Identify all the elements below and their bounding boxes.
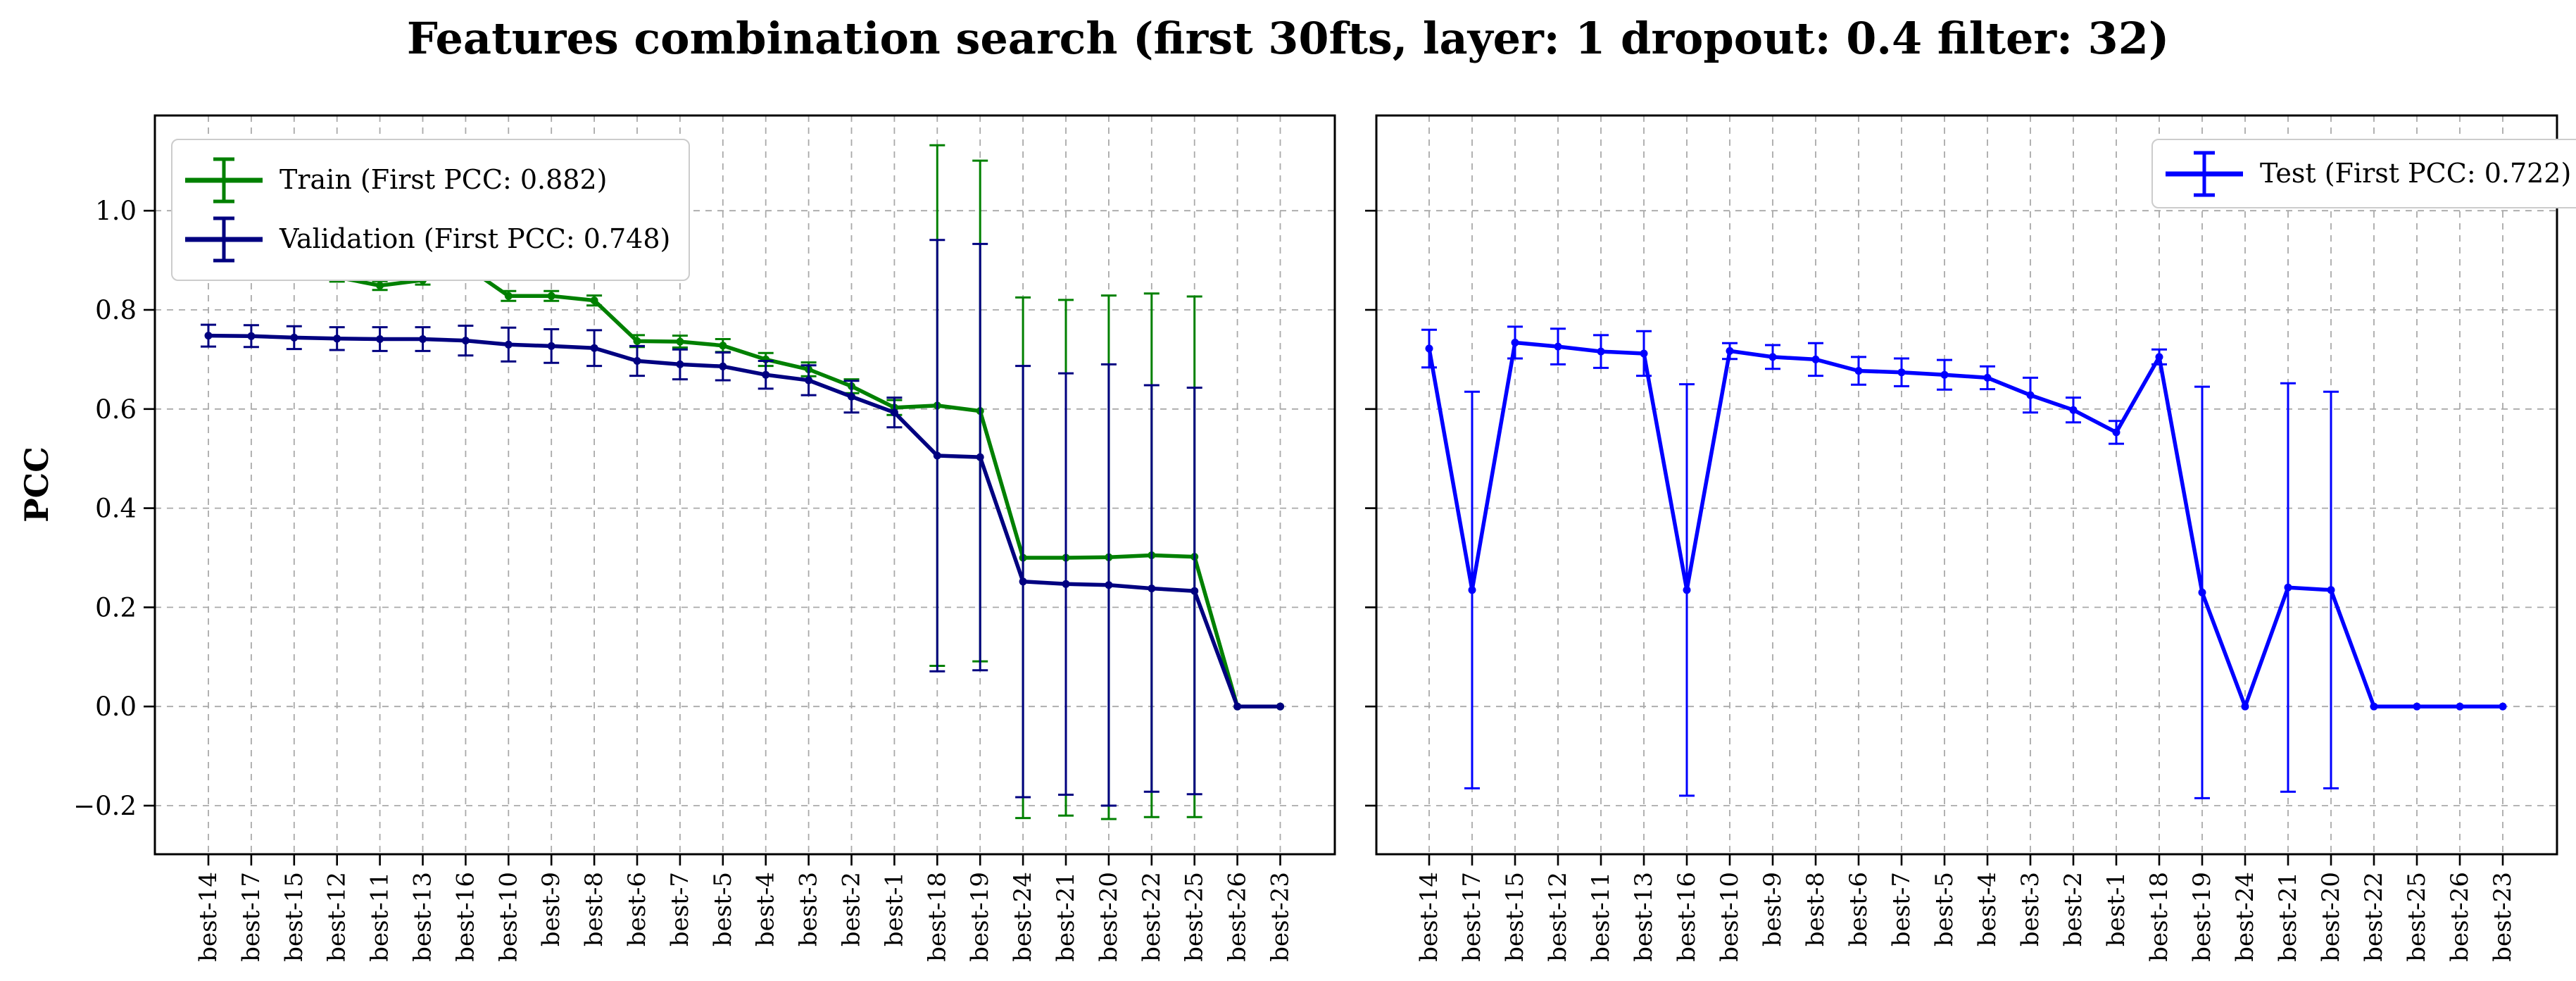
- svg-text:best-18: best-18: [923, 872, 951, 962]
- svg-text:best-13: best-13: [409, 872, 437, 962]
- validation-errorbar-marker-icon: [185, 216, 263, 263]
- svg-text:best-14: best-14: [194, 872, 222, 962]
- legend-right: Test (First PCC: 0.722): [2151, 139, 2576, 208]
- legend-item-train: Train (First PCC: 0.882): [182, 152, 670, 208]
- train-errorbar-marker-icon: [185, 157, 263, 204]
- svg-text:best-2: best-2: [2059, 872, 2087, 946]
- svg-text:best-26: best-26: [1224, 872, 1252, 962]
- svg-text:best-15: best-15: [1501, 872, 1529, 962]
- svg-text:best-9: best-9: [1759, 872, 1787, 946]
- svg-text:best-9: best-9: [537, 872, 565, 946]
- svg-text:best-25: best-25: [1181, 872, 1209, 962]
- axes-border: [153, 114, 1336, 856]
- svg-text:best-24: best-24: [1009, 872, 1037, 962]
- svg-text:1.0: 1.0: [95, 196, 137, 226]
- legend-label-test: Test (First PCC: 0.722): [2260, 157, 2572, 189]
- svg-text:0.2: 0.2: [95, 592, 137, 623]
- svg-text:best-15: best-15: [280, 872, 308, 962]
- svg-text:0.8: 0.8: [95, 295, 137, 325]
- data-line: [206, 259, 1283, 708]
- svg-text:best-3: best-3: [2016, 872, 2044, 946]
- svg-text:best-10: best-10: [494, 872, 522, 962]
- svg-text:best-20: best-20: [1095, 872, 1123, 962]
- svg-text:best-21: best-21: [1052, 872, 1080, 962]
- svg-text:best-18: best-18: [2145, 872, 2173, 962]
- data-markers: [204, 257, 1284, 711]
- svg-text:best-11: best-11: [1587, 872, 1615, 962]
- tick-marks: [144, 209, 1281, 866]
- svg-text:−0.2: −0.2: [73, 791, 137, 821]
- legend-left: Train (First PCC: 0.882) Validation (Fir…: [171, 139, 691, 281]
- svg-text:best-20: best-20: [2317, 872, 2345, 962]
- svg-text:best-17: best-17: [1458, 872, 1486, 962]
- test-panel: best-14 best-17 best-15 best-12 best-11 best-…: [1365, 114, 2558, 962]
- svg-text:best-19: best-19: [2188, 872, 2216, 962]
- svg-text:best-5: best-5: [1930, 872, 1959, 946]
- svg-text:best-7: best-7: [1887, 872, 1916, 946]
- svg-text:best-21: best-21: [2274, 872, 2302, 962]
- svg-text:best-19: best-19: [966, 872, 994, 962]
- data-markers: [1425, 339, 2507, 711]
- series-1: [201, 239, 1284, 807]
- svg-text:best-24: best-24: [2231, 872, 2259, 962]
- svg-text:best-10: best-10: [1716, 872, 1744, 962]
- y-tick-labels: 1.0 0.8 0.6 0.4 0.2 0.0 −0.2: [73, 196, 137, 821]
- svg-text:0.4: 0.4: [95, 494, 137, 524]
- svg-text:0.0: 0.0: [95, 692, 137, 722]
- svg-text:best-8: best-8: [580, 872, 608, 946]
- legend-item-test: Test (First PCC: 0.722): [2163, 146, 2571, 202]
- x-tick-labels: best-14 best-17 best-15 best-12 best-11 best-…: [1415, 872, 2517, 962]
- svg-text:best-1: best-1: [880, 872, 908, 946]
- tick-marks: [1365, 209, 2504, 866]
- svg-text:best-14: best-14: [1415, 872, 1443, 962]
- svg-text:best-16: best-16: [451, 872, 479, 962]
- svg-text:best-6: best-6: [1845, 872, 1873, 946]
- svg-text:best-13: best-13: [1630, 872, 1658, 962]
- svg-text:best-7: best-7: [666, 872, 694, 946]
- svg-text:best-6: best-6: [623, 872, 651, 946]
- svg-text:best-17: best-17: [237, 872, 265, 962]
- gridlines: [1376, 115, 2557, 854]
- svg-text:best-12: best-12: [323, 872, 351, 962]
- axes-border: [1375, 114, 2558, 856]
- legend-label-train: Train (First PCC: 0.882): [279, 164, 608, 196]
- data-markers: [204, 332, 1284, 711]
- svg-text:best-23: best-23: [2489, 872, 2517, 962]
- svg-text:best-16: best-16: [1673, 872, 1701, 962]
- svg-text:best-25: best-25: [2403, 872, 2431, 962]
- legend-label-validation: Validation (First PCC: 0.748): [279, 223, 671, 255]
- svg-text:0.6: 0.6: [95, 394, 137, 425]
- svg-text:best-8: best-8: [1802, 872, 1830, 946]
- svg-text:best-2: best-2: [838, 872, 866, 946]
- svg-text:best-3: best-3: [795, 872, 823, 946]
- data-line: [1427, 340, 2505, 708]
- svg-text:best-5: best-5: [709, 872, 737, 946]
- svg-text:best-12: best-12: [1544, 872, 1572, 962]
- svg-text:best-26: best-26: [2446, 872, 2474, 962]
- svg-text:best-23: best-23: [1267, 872, 1295, 962]
- test-errorbar-marker-icon: [2166, 151, 2243, 196]
- svg-text:best-22: best-22: [2360, 872, 2388, 962]
- svg-text:best-4: best-4: [1973, 872, 2002, 946]
- svg-text:best-4: best-4: [752, 872, 780, 946]
- series-0: [1421, 325, 2507, 799]
- data-line: [206, 333, 1283, 708]
- svg-text:best-22: best-22: [1138, 872, 1166, 962]
- svg-text:best-11: best-11: [366, 872, 394, 962]
- error-bars: [1421, 325, 2339, 799]
- legend-item-validation: Validation (First PCC: 0.748): [182, 211, 670, 268]
- svg-text:best-1: best-1: [2102, 872, 2130, 946]
- figure-title: Features combination search (first 30fts…: [406, 13, 2170, 64]
- x-tick-labels: best-14 best-17 best-15 best-12 best-11 best-…: [194, 872, 1295, 962]
- error-bars: [201, 239, 1202, 807]
